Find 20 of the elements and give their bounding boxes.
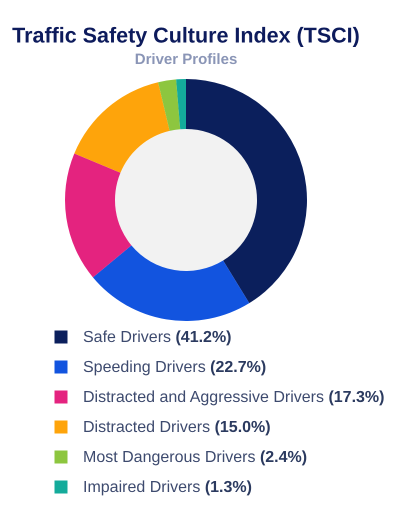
chart-title: Traffic Safety Culture Index (TSCI) <box>12 24 360 48</box>
data-label: (1.3%) <box>204 479 252 496</box>
data-label: (41.2%) <box>175 329 232 346</box>
donut-slice <box>176 79 186 130</box>
data-label: (15.0%) <box>214 419 271 436</box>
data-label: (17.3%) <box>328 389 384 406</box>
legend-label: Distracted Drivers <box>83 419 210 436</box>
legend-label: Speeding Drivers <box>83 359 206 376</box>
legend-label: Distracted and Aggressive Drivers <box>83 389 324 406</box>
donut-slice <box>186 79 307 304</box>
legend-label: Most Dangerous Drivers <box>83 449 256 466</box>
donut-slice <box>92 245 250 321</box>
donut-slice <box>158 79 180 131</box>
legend-label: Impaired Drivers <box>83 479 200 496</box>
donut-slice <box>65 153 132 278</box>
data-label: (2.4%) <box>260 449 308 466</box>
donut-slice <box>74 82 170 173</box>
data-label: (22.7%) <box>210 359 266 376</box>
legend-label: Safe Drivers <box>83 329 172 346</box>
chart-subtitle: Driver Profiles <box>134 51 238 68</box>
